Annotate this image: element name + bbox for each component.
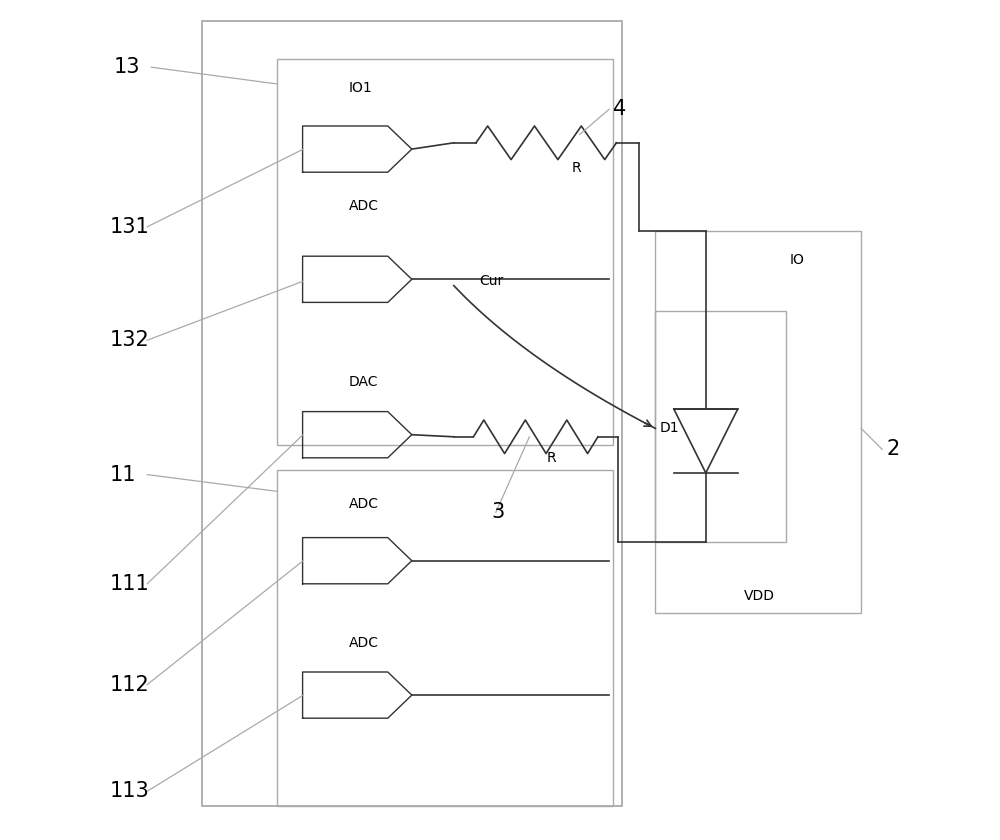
Text: ADC: ADC: [349, 497, 379, 511]
Text: DAC: DAC: [349, 375, 378, 389]
Text: R: R: [571, 161, 581, 175]
Text: VDD: VDD: [744, 590, 775, 603]
Text: 13: 13: [114, 57, 140, 77]
Text: IO: IO: [790, 254, 805, 267]
Text: 131: 131: [109, 217, 149, 237]
Bar: [655, 231, 861, 613]
Bar: [655, 311, 786, 542]
Text: 3: 3: [492, 502, 505, 522]
Text: IO1: IO1: [349, 81, 373, 95]
Text: 4: 4: [613, 99, 627, 119]
Bar: [202, 21, 622, 806]
Bar: [277, 470, 613, 806]
Text: 111: 111: [109, 574, 149, 594]
Text: ADC: ADC: [349, 199, 379, 213]
Text: 11: 11: [109, 465, 136, 485]
Text: ADC: ADC: [349, 636, 379, 649]
Text: D1: D1: [660, 422, 679, 435]
Text: R: R: [546, 451, 556, 465]
Text: 113: 113: [109, 781, 149, 801]
Text: 132: 132: [109, 330, 149, 350]
Text: 112: 112: [109, 675, 149, 695]
Bar: [277, 59, 613, 445]
Text: Cur: Cur: [479, 275, 503, 288]
Text: 2: 2: [886, 439, 900, 459]
